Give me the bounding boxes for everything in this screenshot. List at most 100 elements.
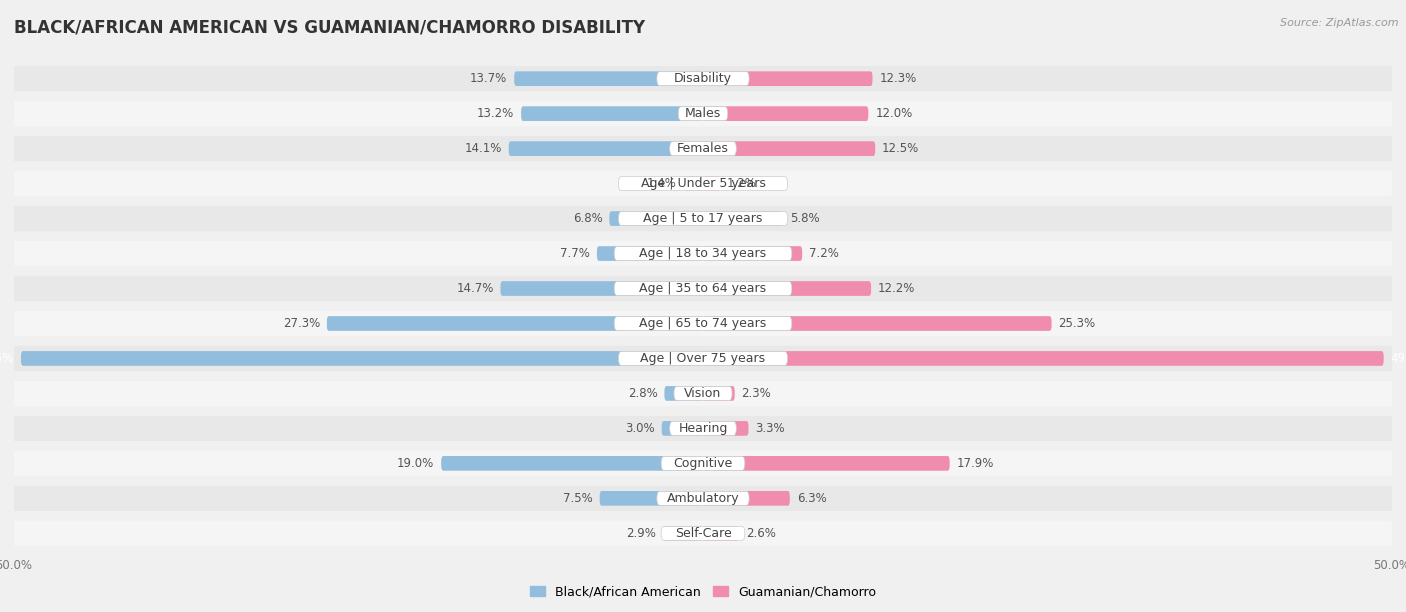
Text: Self-Care: Self-Care [675,527,731,540]
Text: BLACK/AFRICAN AMERICAN VS GUAMANIAN/CHAMORRO DISABILITY: BLACK/AFRICAN AMERICAN VS GUAMANIAN/CHAM… [14,18,645,36]
Text: 5.8%: 5.8% [790,212,820,225]
FancyBboxPatch shape [703,421,748,436]
Text: 3.0%: 3.0% [626,422,655,435]
Text: Source: ZipAtlas.com: Source: ZipAtlas.com [1281,18,1399,28]
FancyBboxPatch shape [14,311,1392,336]
FancyBboxPatch shape [703,316,1052,331]
FancyBboxPatch shape [661,457,745,471]
Legend: Black/African American, Guamanian/Chamorro: Black/African American, Guamanian/Chamor… [524,580,882,603]
Text: 1.4%: 1.4% [647,177,676,190]
FancyBboxPatch shape [703,72,873,86]
Text: 2.3%: 2.3% [741,387,772,400]
FancyBboxPatch shape [703,246,803,261]
FancyBboxPatch shape [657,491,749,506]
FancyBboxPatch shape [703,106,869,121]
FancyBboxPatch shape [669,422,737,435]
FancyBboxPatch shape [657,72,749,86]
FancyBboxPatch shape [665,386,703,401]
Text: 13.7%: 13.7% [470,72,508,85]
FancyBboxPatch shape [614,282,792,296]
FancyBboxPatch shape [14,346,1392,371]
Text: 14.1%: 14.1% [464,142,502,155]
FancyBboxPatch shape [703,491,790,506]
Text: 7.5%: 7.5% [562,492,593,505]
Text: Age | Over 75 years: Age | Over 75 years [641,352,765,365]
Text: Hearing: Hearing [678,422,728,435]
FancyBboxPatch shape [522,106,703,121]
Text: 14.7%: 14.7% [456,282,494,295]
FancyBboxPatch shape [14,276,1392,301]
FancyBboxPatch shape [703,176,720,191]
FancyBboxPatch shape [703,526,738,540]
Text: Males: Males [685,107,721,120]
FancyBboxPatch shape [14,451,1392,476]
FancyBboxPatch shape [703,211,783,226]
FancyBboxPatch shape [664,526,703,540]
FancyBboxPatch shape [14,241,1392,266]
Text: Age | 18 to 34 years: Age | 18 to 34 years [640,247,766,260]
FancyBboxPatch shape [673,386,733,400]
Text: Ambulatory: Ambulatory [666,492,740,505]
FancyBboxPatch shape [14,136,1392,161]
Text: Cognitive: Cognitive [673,457,733,470]
FancyBboxPatch shape [14,486,1392,511]
FancyBboxPatch shape [14,66,1392,91]
Text: Age | 65 to 74 years: Age | 65 to 74 years [640,317,766,330]
FancyBboxPatch shape [661,526,745,540]
Text: 13.2%: 13.2% [477,107,515,120]
FancyBboxPatch shape [515,72,703,86]
Text: 7.7%: 7.7% [560,247,591,260]
Text: 6.8%: 6.8% [572,212,602,225]
FancyBboxPatch shape [669,141,737,155]
FancyBboxPatch shape [14,416,1392,441]
FancyBboxPatch shape [703,141,875,156]
FancyBboxPatch shape [14,381,1392,406]
FancyBboxPatch shape [614,247,792,261]
FancyBboxPatch shape [662,421,703,436]
FancyBboxPatch shape [509,141,703,156]
Text: 17.9%: 17.9% [956,457,994,470]
FancyBboxPatch shape [326,316,703,331]
Text: Age | 5 to 17 years: Age | 5 to 17 years [644,212,762,225]
Text: 25.3%: 25.3% [1059,317,1095,330]
Text: 12.2%: 12.2% [877,282,915,295]
FancyBboxPatch shape [14,171,1392,196]
Text: 1.2%: 1.2% [727,177,756,190]
Text: 49.5%: 49.5% [0,352,14,365]
Text: Females: Females [678,142,728,155]
Text: Vision: Vision [685,387,721,400]
FancyBboxPatch shape [619,212,787,226]
Text: 19.0%: 19.0% [396,457,434,470]
Text: Disability: Disability [673,72,733,85]
FancyBboxPatch shape [14,521,1392,546]
FancyBboxPatch shape [703,386,735,401]
Text: 12.0%: 12.0% [875,107,912,120]
Text: 49.4%: 49.4% [1391,352,1406,365]
Text: 12.3%: 12.3% [879,72,917,85]
FancyBboxPatch shape [21,351,703,366]
FancyBboxPatch shape [683,176,703,191]
FancyBboxPatch shape [14,206,1392,231]
FancyBboxPatch shape [599,491,703,506]
Text: 2.6%: 2.6% [745,527,776,540]
FancyBboxPatch shape [441,456,703,471]
Text: 6.3%: 6.3% [797,492,827,505]
FancyBboxPatch shape [619,351,787,365]
FancyBboxPatch shape [609,211,703,226]
Text: 7.2%: 7.2% [808,247,839,260]
Text: 3.3%: 3.3% [755,422,785,435]
Text: 2.9%: 2.9% [626,527,657,540]
FancyBboxPatch shape [619,177,787,190]
FancyBboxPatch shape [501,281,703,296]
FancyBboxPatch shape [703,456,949,471]
Text: 2.8%: 2.8% [628,387,658,400]
Text: Age | Under 5 years: Age | Under 5 years [641,177,765,190]
FancyBboxPatch shape [703,281,872,296]
FancyBboxPatch shape [614,316,792,330]
FancyBboxPatch shape [703,351,1384,366]
FancyBboxPatch shape [678,106,728,121]
Text: 27.3%: 27.3% [283,317,321,330]
FancyBboxPatch shape [598,246,703,261]
FancyBboxPatch shape [14,101,1392,126]
Text: Age | 35 to 64 years: Age | 35 to 64 years [640,282,766,295]
